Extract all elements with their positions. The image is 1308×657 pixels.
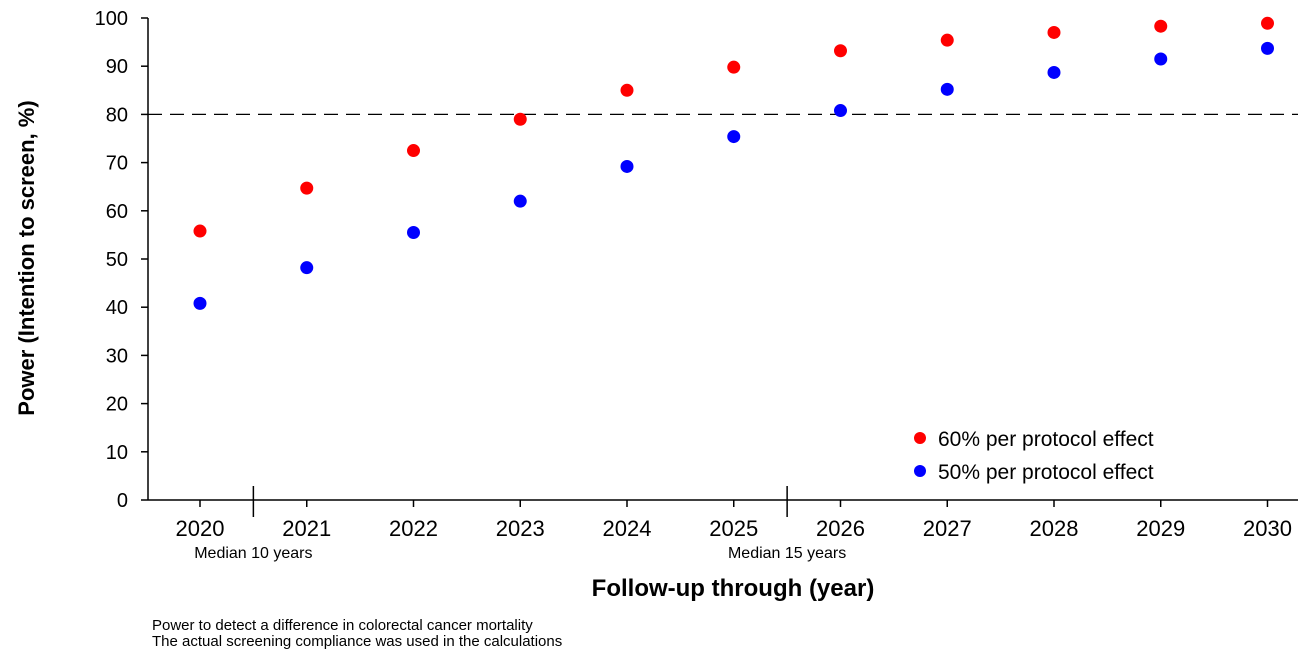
y-tick-label: 0	[117, 490, 128, 512]
data-point-50pct	[193, 296, 207, 310]
x-tick-label: 2020	[176, 516, 225, 541]
x-tick-label: 2028	[1030, 516, 1079, 541]
x-tick-label: 2029	[1136, 516, 1185, 541]
data-point-50pct	[1261, 41, 1274, 55]
note-line-2: The actual screening compliance was used…	[152, 633, 563, 650]
data-point-60pct	[620, 83, 634, 97]
data-point-50pct	[1154, 52, 1168, 66]
data-point-50pct	[1047, 65, 1061, 79]
y-tick-label: 30	[106, 345, 128, 367]
x-tick-label: 2023	[496, 516, 545, 541]
legend-marker	[914, 465, 926, 477]
legend-marker	[914, 432, 926, 444]
y-tick-label: 90	[106, 56, 128, 78]
x-axis-label: Follow-up through (year)	[592, 575, 875, 602]
data-point-60pct	[407, 144, 420, 158]
x-tick-label: 2025	[709, 516, 758, 541]
data-point-50pct	[407, 225, 420, 239]
data-point-50pct	[513, 194, 527, 208]
median-label: Median 15 years	[728, 545, 846, 562]
data-points	[193, 16, 1274, 310]
y-tick-label: 60	[106, 201, 128, 223]
y-tick-label: 80	[106, 104, 128, 126]
data-point-60pct	[940, 33, 954, 47]
y-tick-label: 40	[106, 297, 128, 319]
data-point-50pct	[620, 159, 634, 173]
x-tick-label: 2022	[389, 516, 438, 541]
y-axis-label: Power (Intention to screen, %)	[14, 100, 39, 415]
data-point-60pct	[1154, 19, 1168, 33]
data-point-50pct	[834, 104, 847, 118]
y-tick-label: 10	[106, 442, 128, 464]
note-line-1: Power to detect a difference in colorect…	[152, 617, 533, 634]
y-axis-ticks: 0 10 20 30 40 50 60 70 80 90 100	[95, 8, 148, 512]
data-point-50pct	[940, 82, 954, 96]
y-tick-label: 100	[95, 8, 128, 30]
data-point-60pct	[193, 224, 207, 238]
x-tick-label: 2024	[603, 516, 652, 541]
y-tick-label: 70	[106, 153, 128, 175]
x-tick-label: 2026	[816, 516, 865, 541]
x-tick-label: 2030	[1243, 516, 1292, 541]
median-label: Median 10 years	[194, 545, 312, 562]
data-point-60pct	[1261, 16, 1274, 30]
data-point-60pct	[300, 181, 314, 195]
x-tick-label: 2027	[923, 516, 972, 541]
data-point-60pct	[834, 44, 847, 58]
legend: 60% per protocol effect 50% per protocol …	[914, 428, 1154, 484]
data-point-60pct	[513, 112, 527, 126]
x-axis-ticks: 2020 2021 2022 2023 2024 2025 2026 2027 2028 2029…	[176, 500, 1292, 541]
data-point-50pct	[300, 261, 314, 275]
legend-label: 50% per protocol effect	[938, 461, 1154, 484]
x-tick-label: 2021	[282, 516, 331, 541]
data-point-60pct	[1047, 25, 1061, 39]
y-tick-label: 20	[106, 394, 128, 416]
y-tick-label: 50	[106, 249, 128, 271]
x-annotations: Median 10 years Median 15 years	[194, 486, 846, 562]
data-point-60pct	[727, 60, 741, 74]
data-point-50pct	[727, 130, 741, 144]
legend-label: 60% per protocol effect	[938, 428, 1154, 451]
